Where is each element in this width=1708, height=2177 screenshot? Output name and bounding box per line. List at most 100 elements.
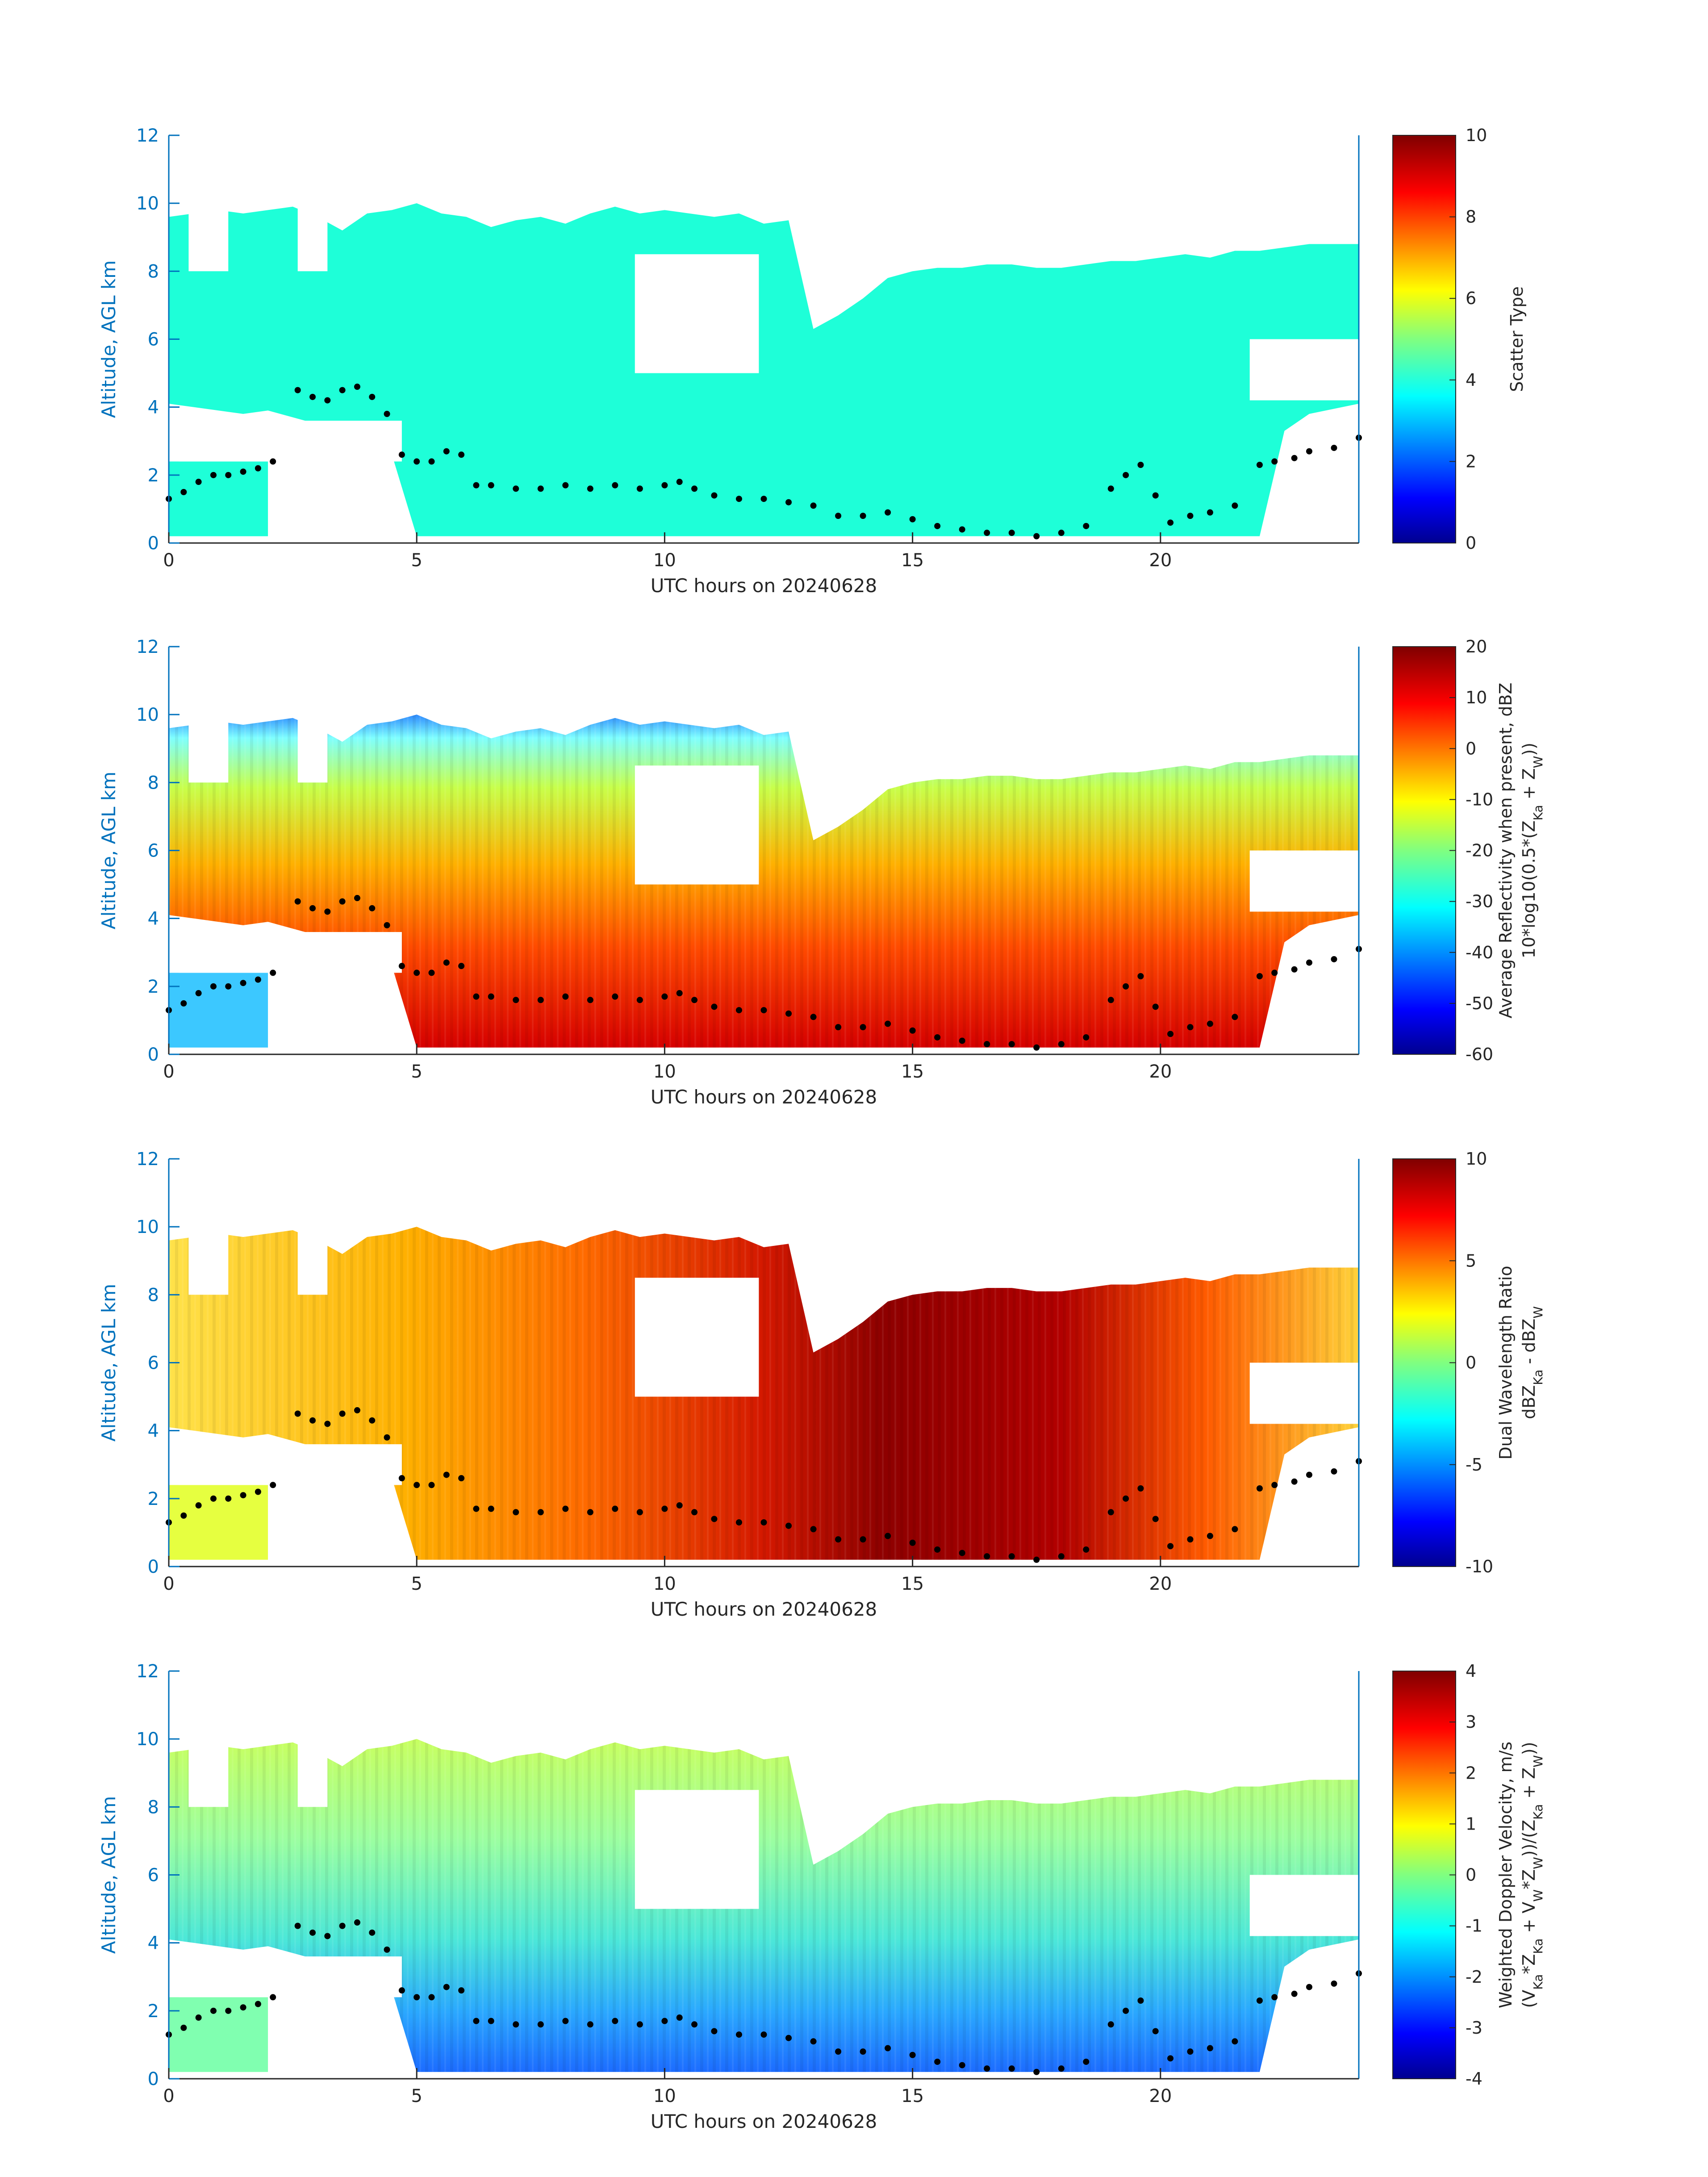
x-tick-label: 5 [411,1061,422,1082]
y-tick-label: 12 [136,1661,159,1682]
bl-point [180,489,187,495]
x-axis-label: UTC hours on 20240628 [651,1086,877,1108]
bl-point [294,1922,301,1929]
bl-point [1306,1984,1312,1990]
colorbar-tick-label: 10 [1466,688,1487,707]
bl-point [384,1434,390,1441]
bl-point [636,1509,643,1516]
bl-point [1291,1990,1298,1997]
y-tick-label: 2 [148,977,159,997]
bl-point [562,1505,569,1512]
bl-point [210,2007,217,2014]
colorbar-tick-label: 0 [1466,1353,1476,1373]
bl-point [369,1417,376,1424]
bl-point [860,513,866,519]
gap-region [635,1790,759,1909]
bl-point [785,2035,792,2041]
bl-point [934,2058,941,2065]
x-tick-label: 0 [163,550,174,571]
bl-point [309,1417,316,1424]
bl-point [270,458,276,465]
bl-point [1207,1020,1213,1027]
x-tick-label: 15 [901,1061,924,1082]
bl-point [885,509,891,516]
bl-point [760,1519,767,1526]
bl-point [324,1421,331,1427]
colorbar-tick-label: -60 [1466,1045,1493,1064]
x-tick-label: 20 [1149,2086,1172,2106]
bl-point [691,485,698,492]
bl-point [1306,959,1312,966]
y-tick-label: 4 [148,397,159,418]
bl-point [473,482,480,489]
bl-point [1232,2038,1238,2045]
field-streaks [169,1227,1359,1560]
bl-point [339,898,346,905]
bl-point [180,1512,187,1519]
bl-point [240,1492,246,1499]
bl-point [1187,1024,1194,1031]
bl-point [909,516,916,522]
x-tick-label: 15 [901,2086,924,2106]
bl-point [294,898,301,905]
bl-point [537,1509,544,1516]
bl-point [398,1987,405,1994]
bl-point [270,1482,276,1488]
y-tick-label: 12 [136,125,159,146]
y-axis-label: Altitude, AGL km [98,1796,120,1954]
bl-point [294,1410,301,1417]
bl-point [1123,1495,1129,1502]
bl-point [612,482,618,489]
bl-point [1187,1536,1194,1543]
bl-point [225,1495,232,1502]
y-tick-label: 6 [148,1865,159,1886]
bl-point [210,983,217,990]
bl-point [984,1553,990,1560]
y-tick-label: 6 [148,330,159,350]
x-tick-label: 10 [653,1061,676,1082]
colorbar-tick-label: -50 [1466,994,1493,1013]
x-tick-label: 20 [1149,550,1172,571]
bl-point [735,1519,742,1526]
colorbar [1392,646,1456,1055]
bl-point [661,1505,668,1512]
y-axis-label: Altitude, AGL km [98,772,120,929]
colorbar-tick-label: 10 [1466,1149,1487,1169]
bl-point [959,2062,965,2068]
clear-region [179,932,402,973]
bl-point [835,2048,842,2055]
bl-point [384,410,390,417]
bl-point [488,482,494,489]
bl-point [443,1984,450,1990]
colorbar-tick-label: -40 [1466,943,1493,962]
bl-point [413,458,420,465]
bl-point [225,983,232,990]
bl-point [636,997,643,1003]
y-tick-label: 10 [136,193,159,214]
low-cloud-region [169,973,268,1048]
bl-point [513,1509,519,1516]
colorbar-tick-label: 5 [1466,1251,1476,1270]
bl-point [195,479,202,485]
bl-point [1232,502,1238,509]
bl-point [1107,2021,1114,2028]
bl-point [1083,1546,1090,1553]
y-tick-label: 6 [148,1353,159,1374]
bl-point [909,1027,916,1034]
bl-point [1152,2028,1159,2035]
bl-point [458,1475,465,1482]
bl-point [1033,2068,1040,2075]
bl-point [661,482,668,489]
bl-point [1256,973,1263,980]
colorbar-tick-label: -10 [1466,1557,1493,1576]
bl-point [270,1994,276,2001]
x-tick-label: 15 [901,550,924,571]
bl-point [1152,492,1159,499]
bl-point [1207,509,1213,516]
y-tick-label: 12 [136,637,159,657]
bl-point [354,895,360,902]
bl-point [885,1020,891,1027]
bl-point [711,492,718,499]
bl-point [1107,997,1114,1003]
colorbar-tick-label: 2 [1466,1763,1476,1783]
